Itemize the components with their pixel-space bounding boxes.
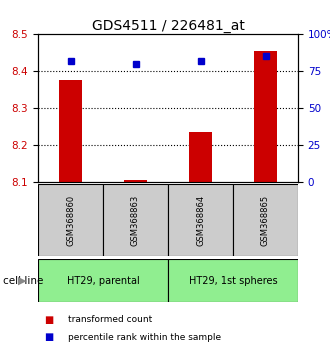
Text: GSM368860: GSM368860 <box>66 194 75 246</box>
Bar <box>103 184 168 256</box>
Text: percentile rank within the sample: percentile rank within the sample <box>68 332 221 342</box>
Text: HT29, 1st spheres: HT29, 1st spheres <box>189 275 277 285</box>
Bar <box>168 259 298 302</box>
Text: cell line: cell line <box>3 275 44 285</box>
Title: GDS4511 / 226481_at: GDS4511 / 226481_at <box>91 19 245 33</box>
Bar <box>38 184 103 256</box>
Bar <box>38 259 168 302</box>
Text: GSM368865: GSM368865 <box>261 194 270 246</box>
Text: ■: ■ <box>45 315 54 325</box>
Text: GSM368863: GSM368863 <box>131 194 140 246</box>
Bar <box>189 132 212 182</box>
Text: HT29, parental: HT29, parental <box>67 275 139 285</box>
Text: transformed count: transformed count <box>68 315 152 325</box>
Text: ▶: ▶ <box>18 275 27 285</box>
Bar <box>168 184 233 256</box>
Text: GSM368864: GSM368864 <box>196 194 205 246</box>
Bar <box>124 180 147 182</box>
Bar <box>59 80 82 182</box>
Bar <box>233 184 298 256</box>
Text: ■: ■ <box>45 332 54 342</box>
Bar <box>254 51 277 182</box>
